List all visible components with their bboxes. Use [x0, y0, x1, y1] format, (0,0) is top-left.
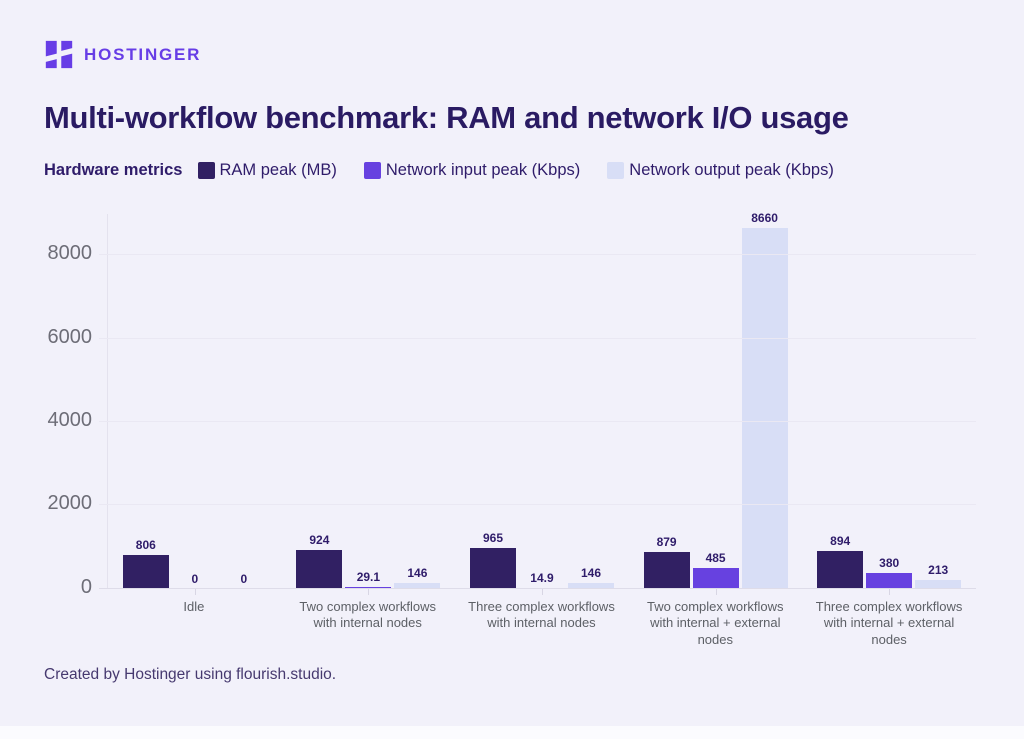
bar-value-label: 146: [580, 565, 601, 580]
y-axis-line: [107, 213, 108, 589]
legend-item-ram: RAM peak (MB): [197, 161, 337, 180]
bar-groups: 806 0 0 924 29.1 146 965 14.9 146 879 485 8660 894 38…: [108, 210, 976, 595]
gridline: [99, 254, 976, 256]
gridline: [99, 421, 976, 423]
bar-value-label: 146: [407, 565, 428, 580]
bar-group: 806 0 0: [108, 214, 282, 589]
x-category-label: Three complex workflows with internal + …: [815, 598, 963, 647]
bar-value-label: 806: [135, 538, 156, 553]
legend-label-net-input: Network input peak (Kbps): [385, 161, 581, 180]
bar: [643, 552, 690, 589]
bar-slot: 894: [817, 534, 864, 589]
bar-value-label: 14.9: [530, 570, 554, 585]
bar-value-label: 894: [830, 534, 851, 549]
bar: [469, 548, 516, 589]
bar-value-label: 380: [879, 555, 900, 570]
bar-value-label: 0: [191, 571, 199, 586]
bar: [915, 579, 962, 589]
bar-slot: 879: [643, 535, 690, 589]
legend-item-net-output: Network output peak (Kbps): [607, 161, 834, 180]
hostinger-logo-icon: [45, 40, 73, 69]
bar-slot: 806: [122, 538, 169, 589]
gridline: [99, 587, 976, 589]
credit-line: Created by Hostinger using flourish.stud…: [44, 666, 337, 684]
x-axis-labels: Idle Two complex workflows with internal …: [107, 599, 976, 649]
legend-swatch-net-output: [607, 162, 625, 180]
bar-value-label: 485: [705, 551, 726, 566]
brand-header: HOSTINGER: [0, 0, 1024, 70]
bar-slot: 146: [567, 565, 614, 589]
y-tick-label: 8000: [47, 242, 93, 265]
chart-legend: Hardware metrics RAM peak (MB) Network i…: [44, 160, 980, 182]
y-tick-label: 6000: [47, 325, 93, 348]
bar-slot: 146: [394, 565, 441, 589]
bar-value-label: 213: [928, 562, 949, 577]
brand-wordmark: HOSTINGER: [84, 45, 202, 64]
bar-group: 965 14.9 146: [455, 214, 629, 589]
x-category-tick: [368, 588, 370, 595]
x-category-label: Three complex workflows with internal no…: [468, 598, 615, 631]
bar-value-label: 965: [482, 531, 503, 546]
bar-value-label: 0: [240, 571, 248, 586]
bar-group: 879 485 8660: [629, 210, 803, 589]
x-category-label: Idle: [183, 598, 205, 614]
bar-group: 924 29.1 146: [282, 214, 456, 589]
bar-slot: 924: [296, 533, 343, 589]
legend-label-net-output: Network output peak (Kbps): [629, 161, 834, 180]
bar-chart: 806 0 0 924 29.1 146 965 14.9 146 879 485 8660 894 38…: [44, 210, 976, 598]
legend-label-ram: RAM peak (MB): [219, 161, 337, 180]
bar-slot: 8660: [741, 210, 788, 589]
y-tick-label: 4000: [47, 409, 93, 432]
bar-slot: 965: [469, 531, 516, 589]
bar-slot: 485: [692, 551, 739, 589]
bar: [567, 582, 614, 589]
bar: [817, 551, 864, 589]
bar-slot: 14.9: [518, 570, 565, 589]
bar-value-label: 879: [656, 535, 677, 550]
bar-value-label: 924: [309, 533, 330, 548]
bar-slot: 380: [866, 555, 913, 589]
legend-swatch-net-input: [363, 162, 381, 180]
bar-slot: 0: [172, 572, 218, 589]
bar: [122, 555, 169, 589]
legend-item-net-input: Network input peak (Kbps): [363, 161, 581, 180]
x-category-tick: [542, 588, 543, 595]
x-category-tick: [194, 588, 196, 595]
x-category-tick: [715, 588, 717, 595]
gridline: [99, 337, 976, 339]
bar-slot: 29.1: [345, 570, 392, 589]
bar: [866, 572, 913, 589]
gridline: [99, 504, 976, 506]
y-tick-label: 2000: [47, 492, 93, 515]
bar-group: 894 380 213: [802, 214, 976, 589]
x-category-tick: [889, 588, 891, 595]
y-tick-label: 0: [80, 575, 92, 598]
bar-slot: 213: [915, 562, 962, 589]
bar: [741, 227, 788, 589]
x-category-label: Two complex workflows with internal + ex…: [647, 598, 784, 647]
bar: [692, 568, 739, 589]
bottom-strip: [0, 726, 1024, 739]
legend-swatch-ram: [197, 162, 215, 180]
bar-slot: 0: [221, 572, 267, 589]
page-title: Multi-workflow benchmark: RAM and networ…: [44, 100, 849, 135]
bar: [296, 550, 343, 589]
bar-value-label: 8660: [751, 210, 778, 225]
bar-value-label: 29.1: [356, 570, 381, 585]
x-category-label: Two complex workflows with internal node…: [299, 598, 436, 631]
legend-title: Hardware metrics: [44, 161, 183, 180]
bar: [394, 582, 441, 589]
